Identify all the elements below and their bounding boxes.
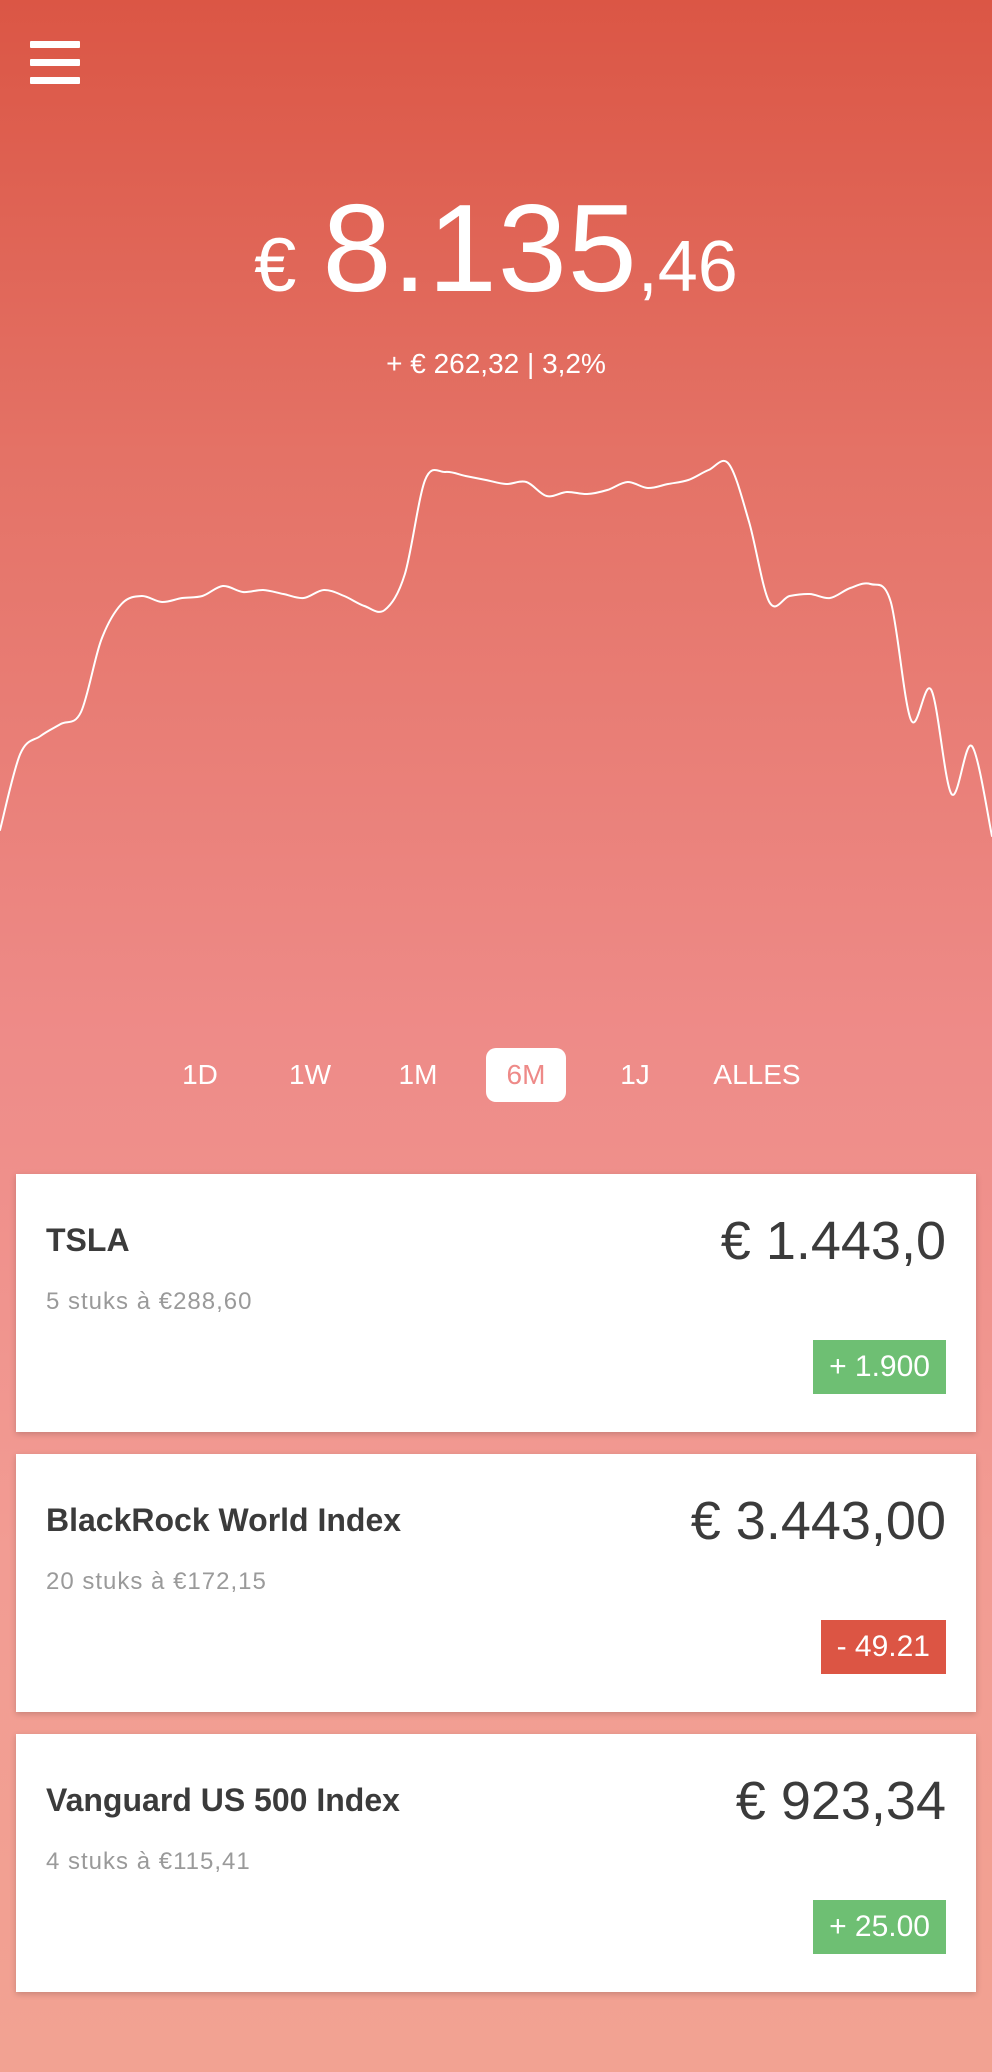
holding-change-badge: - 49.21 [820,1620,946,1674]
menu-bar [30,41,80,48]
menu-bar [30,77,80,84]
balance-change: + € 262,32 | 3,2% [386,348,606,379]
holding-name: BlackRock World Index [46,1502,402,1538]
holding-detail: 20 stuks à €172,15 [46,1568,267,1595]
balance-integer: 8.135 [322,180,638,318]
holding-card-tsla[interactable]: TSLA 5 stuks à €288,60 € 1.443,0 + 1.900 [16,1174,976,1432]
holding-detail: 5 stuks à €288,60 [46,1288,253,1315]
holding-change-badge: + 25.00 [813,1900,946,1954]
menu-bar [30,59,80,66]
balance-currency: € [254,223,297,308]
hamburger-menu-icon[interactable] [30,41,80,84]
holding-name: TSLA [46,1222,130,1258]
holding-name: Vanguard US 500 Index [46,1782,400,1818]
holding-change-badge: + 1.900 [813,1340,946,1394]
holding-card-blackrock[interactable]: BlackRock World Index 20 stuks à €172,15… [16,1454,976,1712]
holding-value: € 923,34 [735,1771,946,1831]
holding-value: € 1.443,0 [720,1211,946,1271]
range-6m[interactable]: 6M [486,1048,566,1102]
portfolio-value-line [0,459,992,837]
holding-detail: 4 stuks à €115,41 [46,1848,251,1875]
range-alles[interactable]: ALLES [713,1059,801,1090]
portfolio-line-chart [0,459,992,837]
holding-value: € 3.443,00 [690,1491,946,1551]
range-1w[interactable]: 1W [289,1059,331,1090]
range-1d[interactable]: 1D [182,1059,218,1090]
holding-card-vanguard[interactable]: Vanguard US 500 Index 4 stuks à €115,41 … [16,1734,976,1992]
portfolio-balance: €8.135,46 [0,178,992,320]
time-range-selector: 1D 1W 1M 6M 1J ALLES [0,1048,992,1102]
range-1m[interactable]: 1M [398,1059,438,1090]
range-1j[interactable]: 1J [620,1059,650,1090]
balance-decimal: ,46 [637,227,738,307]
